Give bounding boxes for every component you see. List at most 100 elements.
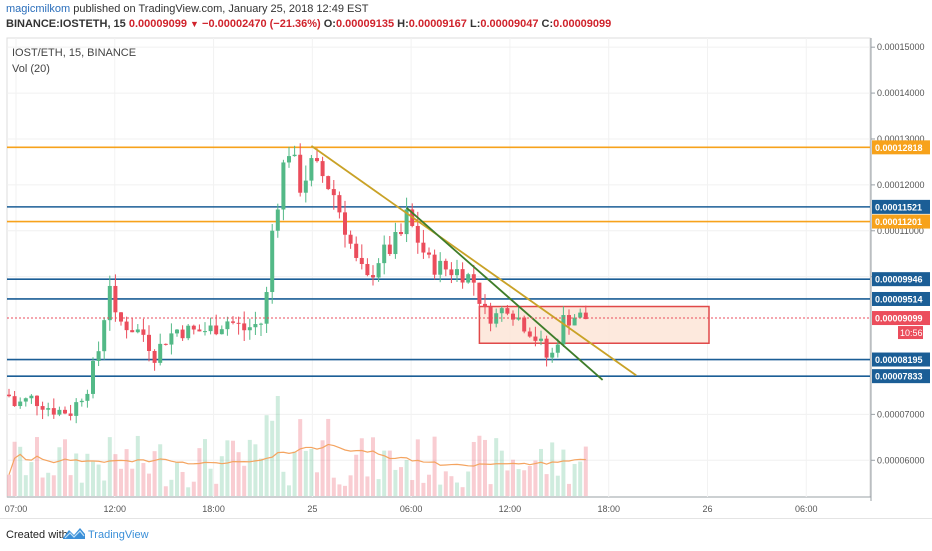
- level-tag-label: 0.00012818: [875, 143, 923, 153]
- volume-bar: [175, 462, 179, 496]
- volume-bar: [135, 435, 140, 496]
- volume-bar: [572, 463, 577, 496]
- candle-body: [326, 176, 331, 190]
- volume-bar: [354, 454, 359, 496]
- volume-bar: [208, 468, 213, 496]
- created-with-label: Created with: [6, 529, 68, 541]
- volume-bar: [275, 396, 280, 496]
- volume-bar: [23, 475, 28, 496]
- volume-bar: [29, 462, 34, 496]
- x-tick-label: 26: [702, 504, 712, 514]
- volume-bar: [460, 487, 465, 496]
- volume-bar: [488, 484, 493, 496]
- candle-body: [371, 275, 375, 278]
- volume-bar: [303, 450, 308, 496]
- volume-bar: [158, 444, 163, 496]
- candle-body: [516, 317, 521, 320]
- candle-body: [354, 243, 359, 258]
- candle-body: [432, 254, 437, 275]
- candle-body: [399, 232, 403, 235]
- down-arrow-icon: ▼: [190, 19, 199, 29]
- candle-body: [236, 322, 241, 324]
- candle-body: [348, 234, 353, 244]
- x-tick-label: 12:00: [104, 504, 127, 514]
- volume-bar: [494, 438, 499, 496]
- x-tick-label: 25: [307, 504, 317, 514]
- candle-body: [51, 408, 56, 415]
- candle-body: [365, 264, 370, 276]
- candle-body: [382, 244, 387, 264]
- candle-body: [107, 285, 112, 321]
- price-change: −0.00002470 (−21.36%): [202, 18, 321, 30]
- x-tick-label: 07:00: [5, 504, 28, 514]
- level-tag: [872, 199, 930, 214]
- tradingview-logo-icon[interactable]: [62, 525, 86, 541]
- candle-body: [309, 158, 314, 181]
- level-tag: [872, 272, 930, 287]
- volume-bar: [147, 473, 151, 496]
- candle-body: [460, 269, 465, 283]
- volume-bar: [169, 479, 174, 496]
- open-value: 0.00009135: [335, 18, 395, 30]
- y-tick-label: 0.00006000: [877, 455, 925, 465]
- volume-bar: [214, 483, 219, 496]
- candle-body: [208, 325, 213, 332]
- volume-bar: [516, 469, 521, 496]
- volume-bar: [219, 456, 224, 496]
- x-tick-label: 18:00: [202, 504, 225, 514]
- volume-bar: [18, 446, 23, 496]
- volume-bar: [141, 463, 146, 496]
- candle-body: [387, 244, 392, 255]
- close-value: 0.00009099: [553, 18, 612, 30]
- candle-body: [320, 161, 325, 177]
- volume-bar: [203, 439, 207, 496]
- candle-body: [415, 225, 420, 243]
- candle-body: [74, 402, 79, 416]
- level-tag: [872, 140, 930, 155]
- candle-body: [7, 394, 11, 397]
- y-tick-label: 0.00007000: [877, 409, 925, 419]
- volume-bar: [471, 441, 476, 496]
- volume-bar: [12, 441, 17, 496]
- candle-body: [455, 269, 459, 276]
- candle-body: [572, 317, 577, 326]
- candle-body: [191, 325, 196, 330]
- volume-bar: [527, 465, 532, 496]
- candle-body: [427, 252, 431, 255]
- publish-info: magicmilkom published on TradingView.com…: [6, 3, 368, 15]
- volume-bar: [191, 481, 196, 496]
- candle-body: [18, 401, 23, 407]
- candle-body: [539, 338, 543, 341]
- volume-bar: [550, 442, 555, 496]
- candle-body: [343, 212, 347, 235]
- volume-bar: [298, 419, 303, 496]
- candle-body: [85, 393, 90, 401]
- candle-body: [275, 209, 280, 231]
- volume-bar: [522, 470, 527, 496]
- candle-body: [214, 325, 219, 335]
- volume-bar: [96, 464, 101, 496]
- level-tag-label: 0.00011521: [875, 202, 922, 212]
- volume-bar: [236, 452, 241, 496]
- author-link[interactable]: magicmilkom: [6, 3, 71, 15]
- high-label: H:: [397, 18, 409, 30]
- volume-bar: [505, 470, 510, 496]
- volume-bar: [578, 461, 583, 496]
- candle-body: [219, 329, 224, 335]
- price-chart[interactable]: 0.00015000 0.00014000 0.00013000 0.00012000…: [0, 0, 932, 518]
- volume-bar: [292, 451, 297, 496]
- zone-box: [478, 305, 710, 344]
- candle-body: [449, 269, 454, 276]
- candle-body: [135, 329, 140, 333]
- candle-body: [550, 352, 555, 358]
- volume-bar: [399, 467, 403, 496]
- candle-body: [79, 400, 84, 403]
- candle-body: [264, 292, 269, 324]
- candle-body: [12, 396, 17, 407]
- candle-body: [225, 321, 230, 330]
- candle-body: [180, 329, 185, 339]
- tradingview-brand[interactable]: TradingView: [88, 529, 149, 541]
- volume-bar: [455, 482, 459, 496]
- candle-body: [287, 156, 291, 163]
- trendline-green: [406, 207, 604, 381]
